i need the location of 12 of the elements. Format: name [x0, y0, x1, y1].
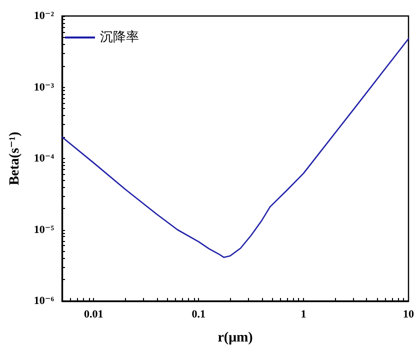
- x-tick-label: 0.01: [84, 308, 104, 320]
- y-tick-label: 10⁻³: [34, 81, 55, 94]
- y-tick-label: 10⁻⁵: [34, 224, 55, 236]
- y-tick-label: 10⁻⁶: [34, 295, 55, 307]
- x-tick-label: 0.1: [192, 308, 206, 320]
- x-tick-label: 10: [403, 308, 414, 320]
- y-axis-title: Beta(s⁻¹): [8, 131, 22, 186]
- y-tick-label: 10⁻²: [34, 10, 55, 22]
- y-tick-label: 10⁻⁴: [34, 152, 55, 164]
- x-axis-title: r(μm): [218, 330, 254, 346]
- legend-label: 沉降率: [100, 29, 139, 45]
- x-tick-label: 1: [300, 308, 306, 320]
